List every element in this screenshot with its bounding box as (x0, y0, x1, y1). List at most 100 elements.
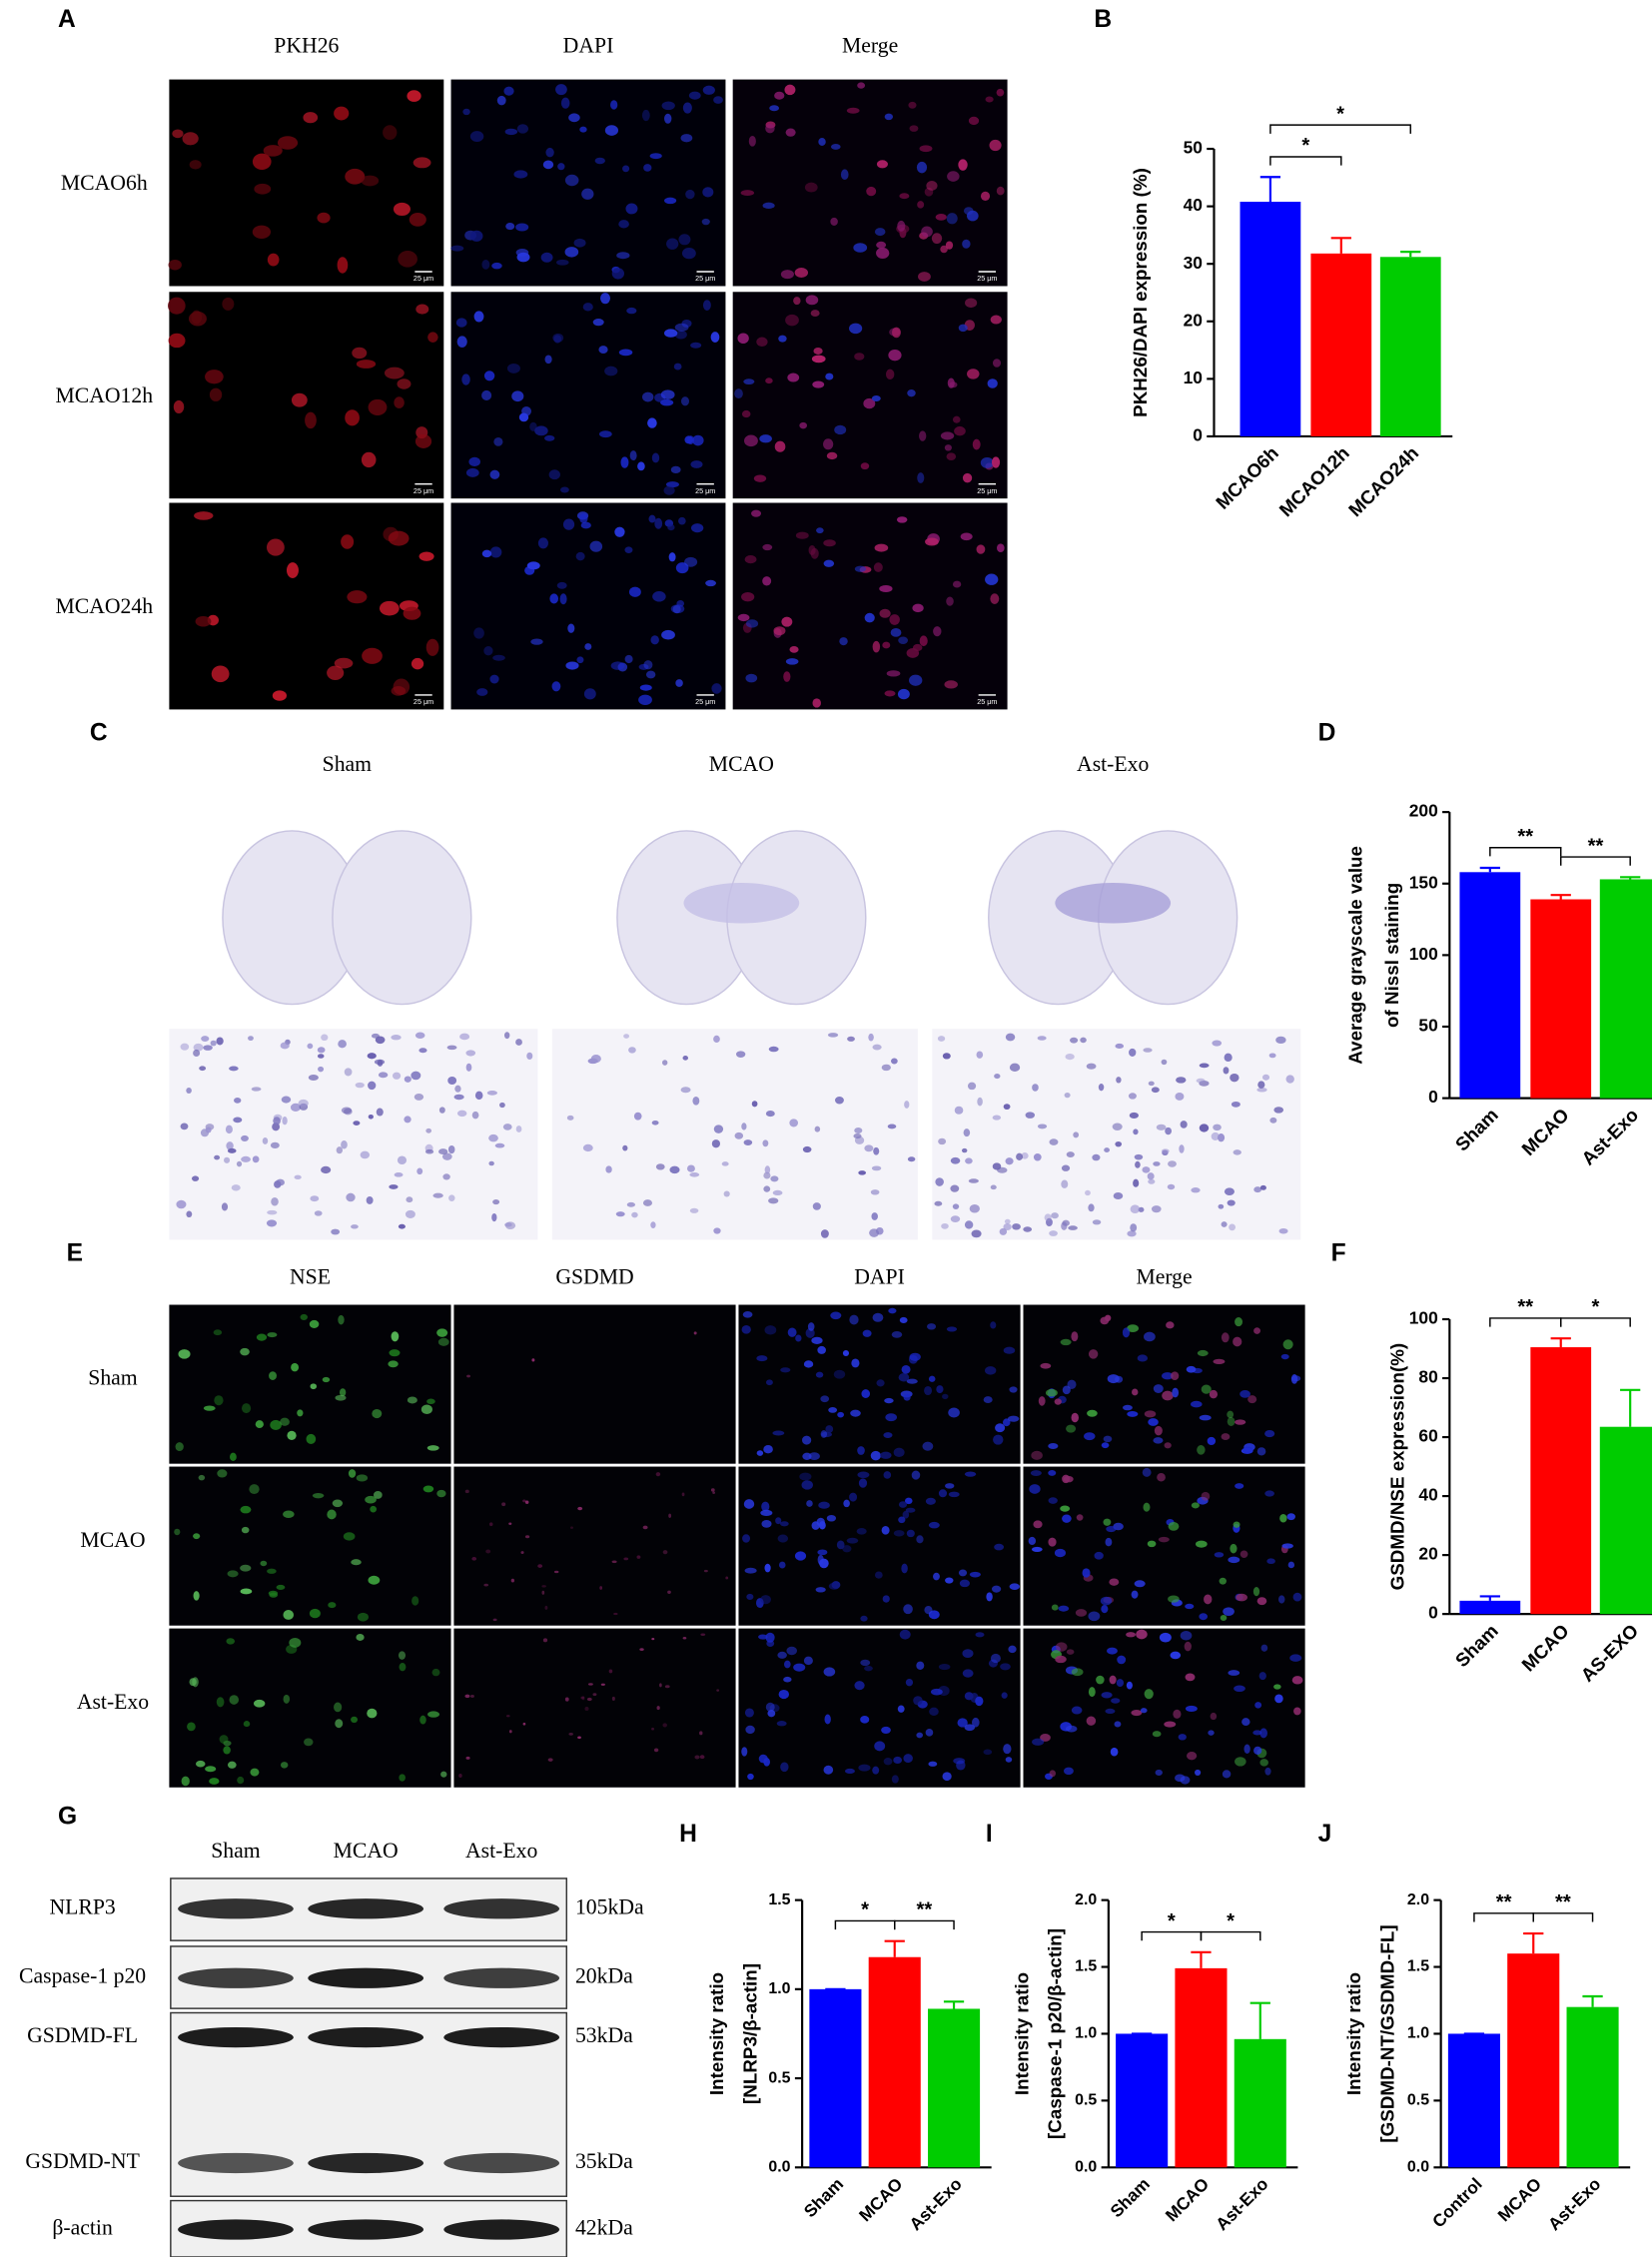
cell (294, 1174, 302, 1180)
cell (957, 1718, 968, 1728)
cell (442, 1173, 450, 1180)
cell (1201, 1491, 1211, 1501)
cell (1275, 1036, 1286, 1045)
cell (600, 293, 610, 305)
micrograph (1023, 1304, 1305, 1464)
cell (310, 1383, 318, 1390)
panel-letter: I (986, 1821, 993, 1848)
cell (996, 186, 1005, 196)
cell (938, 1137, 947, 1145)
cell (1162, 1390, 1174, 1401)
cell (1153, 1437, 1164, 1444)
cell (1223, 1607, 1235, 1616)
cell (266, 1219, 278, 1227)
cell (1179, 1144, 1185, 1153)
cell (503, 86, 514, 96)
cell (562, 518, 575, 530)
cell (1261, 1074, 1270, 1081)
cell (975, 1696, 984, 1707)
cell (608, 1669, 613, 1674)
cell (830, 144, 841, 150)
cell (1257, 1081, 1265, 1089)
cell (573, 238, 586, 248)
cell (566, 1115, 574, 1121)
y-tick-label: 1.5 (1075, 1958, 1097, 1975)
significance-bracket (1141, 1930, 1203, 1941)
cell (544, 1605, 548, 1610)
cell (789, 1119, 799, 1128)
cell (906, 1378, 918, 1384)
cell (406, 1196, 413, 1203)
cell (277, 136, 299, 150)
hippocampus (683, 883, 800, 924)
cell (186, 1088, 192, 1095)
cell (1084, 1432, 1096, 1441)
cell (504, 1222, 512, 1227)
x-tick-label: Ast-Exo (905, 2174, 966, 2235)
cell (872, 1312, 884, 1322)
cell (648, 514, 656, 523)
cell (904, 1497, 913, 1505)
cell (661, 629, 675, 640)
significance-bracket (1269, 156, 1342, 166)
cell (1098, 1084, 1105, 1092)
cell (812, 380, 825, 388)
cell (802, 1145, 812, 1153)
cell (1230, 1073, 1239, 1083)
error-bar (1191, 1950, 1212, 1968)
cell (751, 1101, 758, 1108)
cell (783, 1676, 792, 1683)
bar (1530, 1347, 1592, 1615)
cell (996, 88, 1005, 97)
cell (830, 1311, 842, 1320)
cell (806, 1500, 813, 1507)
cell (860, 1716, 870, 1724)
cell (1005, 1757, 1013, 1763)
cell (186, 1210, 193, 1218)
cell (610, 661, 625, 670)
cell (216, 1697, 225, 1708)
cell (1151, 1205, 1162, 1213)
cell (711, 683, 722, 694)
cell (680, 1087, 691, 1094)
cell (366, 1195, 374, 1204)
cell (415, 304, 429, 315)
cell (1259, 1759, 1268, 1767)
significance-label: * (861, 1899, 869, 1921)
cell (1076, 1514, 1084, 1521)
column-header: DAPI (563, 34, 614, 58)
cell (1191, 1502, 1200, 1509)
cell (1067, 1379, 1077, 1389)
cell (473, 627, 484, 639)
cell (577, 1506, 583, 1511)
cell (885, 1413, 898, 1422)
cell (624, 654, 633, 664)
cell (526, 1052, 533, 1061)
cell (1224, 1053, 1233, 1063)
cell (599, 1586, 603, 1590)
cell (394, 396, 405, 408)
cell (1062, 1474, 1071, 1484)
error-bar (1550, 894, 1571, 900)
cell (950, 1156, 961, 1164)
cell (785, 658, 799, 665)
cell (693, 1331, 697, 1335)
cell (304, 1738, 314, 1747)
panel-letter: H (679, 1821, 697, 1848)
cell (307, 1043, 314, 1050)
cell (675, 679, 683, 687)
cell (494, 1142, 505, 1148)
cell (629, 450, 637, 461)
x-tick-label: MCAO (1493, 2174, 1545, 2226)
cell (652, 591, 666, 602)
y-tick-label: 0.5 (1407, 2092, 1429, 2109)
cell (908, 1354, 918, 1364)
cell (905, 1678, 914, 1687)
cell (344, 1068, 353, 1077)
cell (818, 1501, 830, 1509)
cell (594, 157, 605, 165)
cell (209, 387, 223, 401)
cell (756, 1355, 768, 1362)
cell (818, 138, 826, 146)
